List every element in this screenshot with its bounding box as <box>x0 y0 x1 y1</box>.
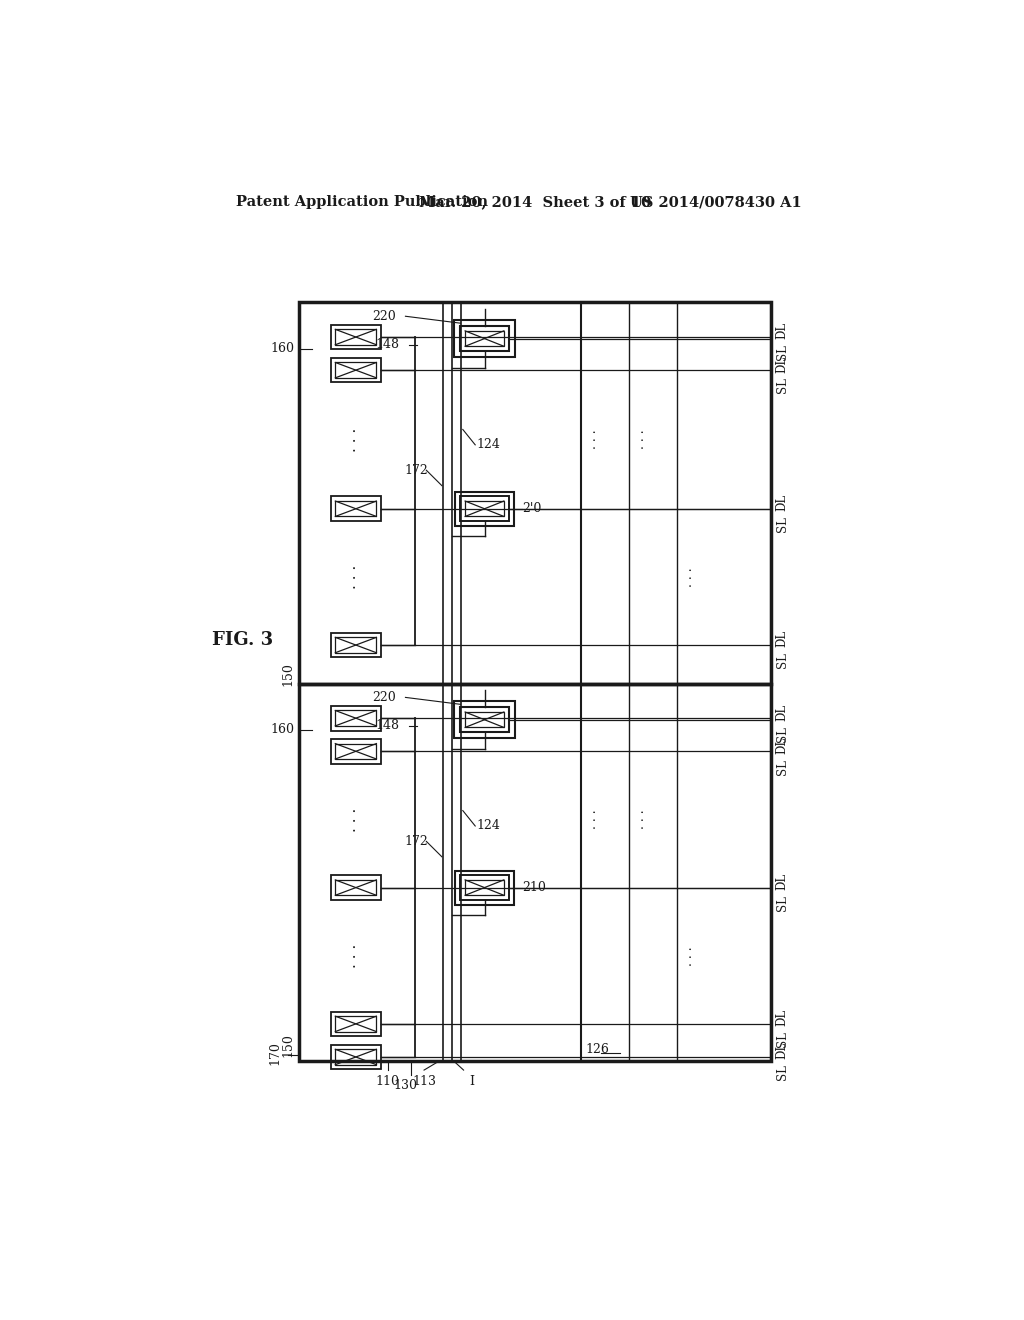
Text: DL: DL <box>775 322 788 339</box>
Bar <box>299 684 771 1061</box>
Text: · · ·: · · · <box>349 808 362 832</box>
Bar <box>335 880 377 895</box>
Bar <box>461 708 509 733</box>
Bar <box>455 871 514 904</box>
Bar <box>465 502 504 516</box>
Bar <box>465 331 504 346</box>
Bar <box>335 710 377 726</box>
Bar <box>331 325 381 350</box>
Bar <box>335 330 377 345</box>
Text: US 2014/0078430 A1: US 2014/0078430 A1 <box>630 195 802 210</box>
Bar <box>461 326 509 351</box>
Text: SL: SL <box>775 345 788 360</box>
Text: SL: SL <box>775 516 788 532</box>
Text: 148: 148 <box>375 719 399 733</box>
Text: 160: 160 <box>270 342 295 355</box>
Bar <box>335 638 377 653</box>
Text: · · ·: · · · <box>349 944 362 968</box>
Bar <box>335 743 377 759</box>
Text: FIG. 3: FIG. 3 <box>212 631 272 648</box>
Bar <box>331 875 381 900</box>
Text: 170: 170 <box>268 1041 282 1065</box>
Text: DL: DL <box>775 737 788 754</box>
Text: 113: 113 <box>412 1074 436 1088</box>
Text: SL: SL <box>775 895 788 911</box>
Text: · · ·: · · · <box>349 428 362 451</box>
Bar <box>331 1011 381 1036</box>
Text: · · ·: · · · <box>638 809 651 829</box>
Bar <box>455 492 514 525</box>
Text: DL: DL <box>775 704 788 721</box>
Text: DL: DL <box>775 1010 788 1026</box>
Text: 210: 210 <box>521 880 546 894</box>
Bar <box>331 632 381 657</box>
Text: 172: 172 <box>404 463 428 477</box>
Text: 150: 150 <box>282 1034 295 1057</box>
Text: 172: 172 <box>404 834 428 847</box>
Text: 220: 220 <box>373 310 396 323</box>
Text: 2'0: 2'0 <box>521 502 541 515</box>
Text: 126: 126 <box>586 1043 609 1056</box>
Text: · · ·: · · · <box>638 429 651 449</box>
Bar <box>461 496 509 521</box>
Text: DL: DL <box>775 355 788 372</box>
Text: · · ·: · · · <box>686 568 699 586</box>
Text: · · ·: · · · <box>349 565 362 589</box>
Bar <box>299 302 771 684</box>
Text: I: I <box>469 1074 474 1088</box>
Text: · · ·: · · · <box>686 946 699 965</box>
Bar <box>335 363 377 378</box>
Text: SL: SL <box>775 378 788 393</box>
Text: DL: DL <box>775 631 788 647</box>
Text: 160: 160 <box>270 723 295 737</box>
Text: 130: 130 <box>393 1080 418 1093</box>
Text: 124: 124 <box>477 438 501 451</box>
Bar <box>335 1049 377 1065</box>
Bar <box>455 701 515 738</box>
Bar <box>299 302 771 1061</box>
Text: DL: DL <box>775 494 788 511</box>
Text: SL: SL <box>775 1064 788 1080</box>
Bar <box>331 496 381 521</box>
Bar <box>331 1044 381 1069</box>
Bar <box>455 321 515 358</box>
Bar <box>461 875 509 900</box>
Text: 148: 148 <box>375 338 399 351</box>
Bar <box>335 502 377 516</box>
Text: SL: SL <box>775 759 788 775</box>
Bar <box>331 358 381 383</box>
Bar <box>465 711 504 727</box>
Text: DL: DL <box>775 873 788 890</box>
Text: 110: 110 <box>376 1074 399 1088</box>
Text: DL: DL <box>775 1043 788 1060</box>
Text: Mar. 20, 2014  Sheet 3 of 10: Mar. 20, 2014 Sheet 3 of 10 <box>419 195 650 210</box>
Text: · · ·: · · · <box>591 429 603 449</box>
Bar <box>331 739 381 763</box>
Bar <box>465 880 504 895</box>
Text: 220: 220 <box>373 690 396 704</box>
Text: 124: 124 <box>477 820 501 833</box>
Text: Patent Application Publication: Patent Application Publication <box>237 195 488 210</box>
Text: SL: SL <box>775 652 788 668</box>
Bar <box>335 1016 377 1032</box>
Text: · · ·: · · · <box>591 809 603 829</box>
Text: SL: SL <box>775 1031 788 1047</box>
Bar <box>331 706 381 730</box>
Text: 150: 150 <box>282 663 295 686</box>
Bar <box>582 302 771 1061</box>
Text: SL: SL <box>775 726 788 742</box>
